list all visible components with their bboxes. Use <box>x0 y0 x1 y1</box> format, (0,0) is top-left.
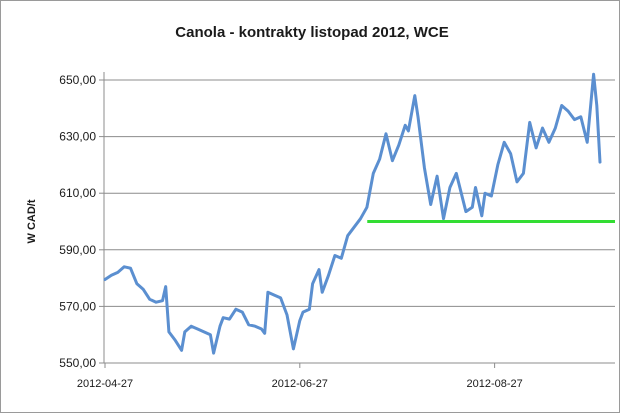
chart-title: Canola - kontrakty listopad 2012, WCE <box>175 24 448 41</box>
y-tick-label: 610,00 <box>59 186 96 200</box>
y-tick-label: 570,00 <box>59 299 96 313</box>
y-tick-label: 590,00 <box>59 243 96 257</box>
price-line <box>103 72 602 355</box>
axes <box>103 72 615 368</box>
x-tick-label: 2012-04-27 <box>77 378 133 390</box>
gridlines <box>99 79 615 364</box>
y-tick-label: 550,00 <box>59 356 96 370</box>
y-tick-label: 630,00 <box>59 130 96 144</box>
tick-labels: 550,00 570,00 590,00 610,00 630,00 650,00 2012… <box>59 73 522 390</box>
y-tick-label: 650,00 <box>59 73 96 87</box>
x-tick-label: 2012-08-27 <box>466 378 522 390</box>
x-tick-label: 2012-06-27 <box>272 378 328 390</box>
series-layer <box>103 72 615 355</box>
y-axis-label: W CAD/t <box>26 199 38 243</box>
